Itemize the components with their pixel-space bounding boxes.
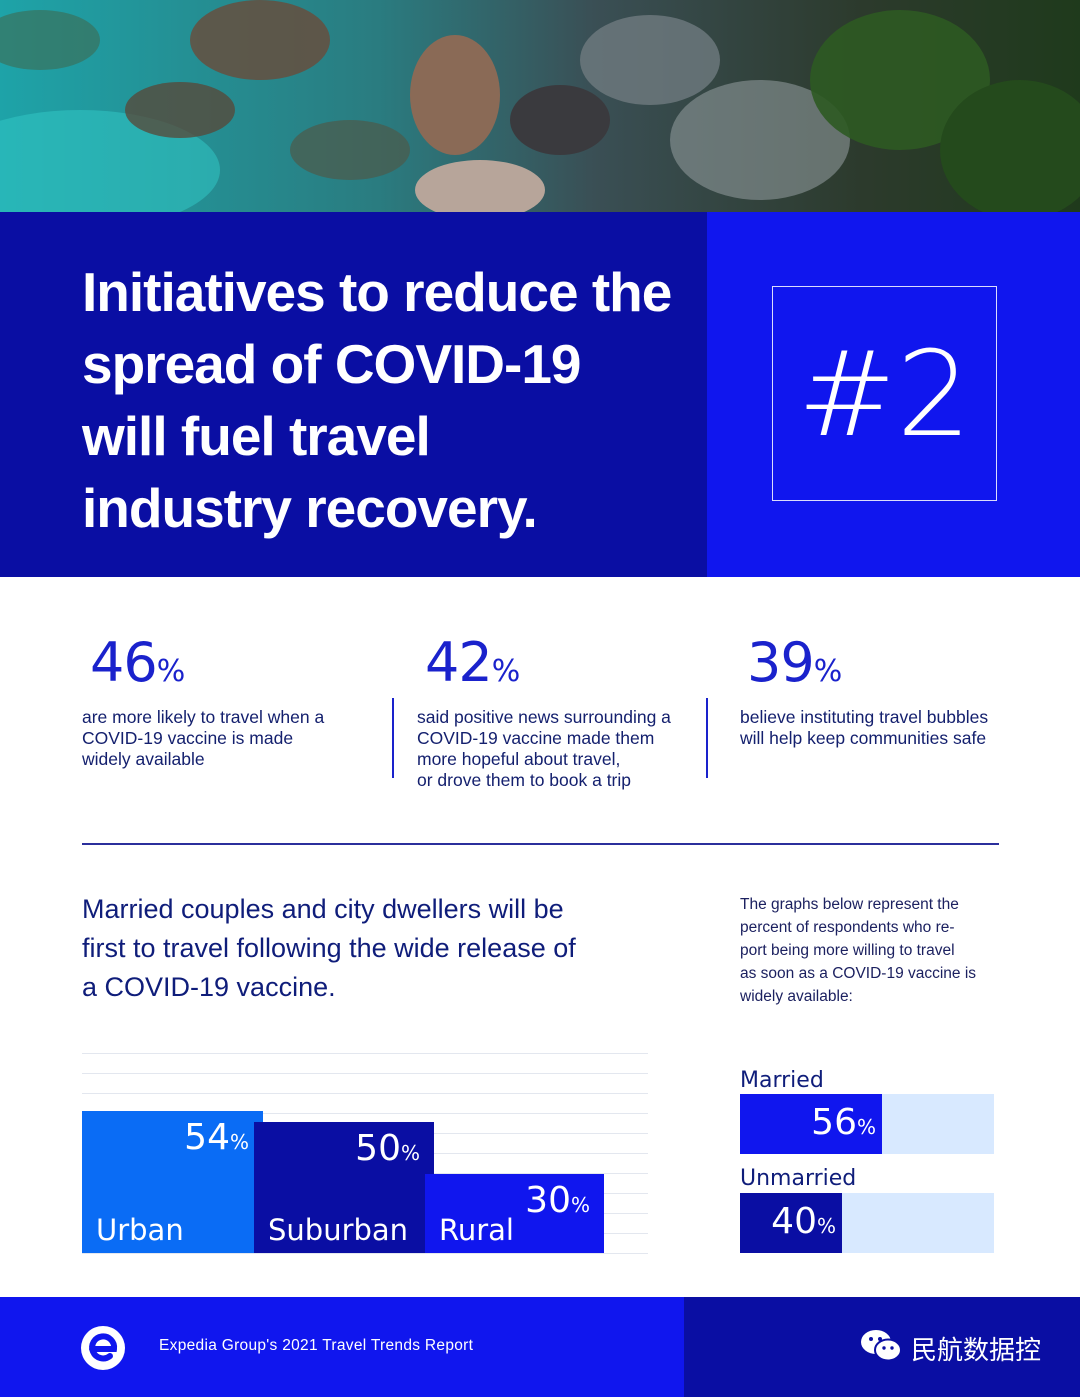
gridline: [82, 1073, 648, 1074]
hbar-value-label: 40%: [771, 1201, 836, 1242]
stat-2: 42% said positive news surrounding a COV…: [417, 631, 671, 791]
section-divider: [82, 843, 999, 845]
gridline: [82, 1093, 648, 1094]
hbar-married: 56%: [740, 1094, 882, 1154]
footer-report-title: Expedia Group's 2021 Travel Trends Repor…: [159, 1337, 474, 1354]
stat-divider: [392, 698, 394, 778]
stat-3: 39% believe instituting travel bubbles w…: [740, 631, 988, 749]
bar-category-label: Urban: [96, 1213, 184, 1247]
bar-suburban: 50% Suburban: [254, 1122, 434, 1253]
hbar-category-label: Unmarried: [740, 1166, 857, 1191]
gridline: [82, 1053, 648, 1054]
wechat-icon: [861, 1330, 902, 1362]
section-subhead: Married couples and city dwellers will b…: [82, 894, 576, 1002]
footer-right: 民航数据控: [684, 1297, 1080, 1397]
bar-urban: 54% Urban: [82, 1111, 263, 1253]
rank-band: #2: [707, 212, 1080, 577]
hbar-category-label: Married: [740, 1068, 824, 1093]
rank-badge: #2: [772, 286, 997, 501]
stat-desc: said positive news surrounding a COVID-1…: [417, 707, 671, 790]
stat-desc: believe instituting travel bubbles will …: [740, 707, 989, 748]
bar-value-label: 30%: [525, 1180, 590, 1221]
hbar-unmarried: 40%: [740, 1193, 842, 1253]
stat-value: 46%: [90, 631, 185, 694]
hbar-track-unmarried: 40%: [740, 1193, 994, 1253]
stat-value: 42%: [425, 631, 520, 694]
footer-left: Expedia Group's 2021 Travel Trends Repor…: [0, 1297, 684, 1397]
wechat-account-label: 民航数据控: [911, 1336, 1042, 1366]
bar-category-label: Rural: [439, 1213, 514, 1247]
bar-value-label: 54%: [184, 1117, 249, 1158]
stat-desc: are more likely to travel when a COVID-1…: [82, 707, 325, 769]
page-title: Initiatives to reduce the spread of COVI…: [82, 261, 672, 539]
stat-1: 46% are more likely to travel when a COV…: [82, 631, 324, 770]
gridline: [82, 1113, 648, 1114]
chart-note: The graphs below represent the percent o…: [740, 896, 977, 1005]
bar-category-label: Suburban: [268, 1213, 409, 1247]
stat-value: 39%: [747, 631, 842, 694]
hero-photo: [0, 0, 1080, 212]
expedia-logo-icon: [81, 1326, 125, 1370]
stat-divider: [706, 698, 708, 778]
gridline: [82, 1253, 648, 1254]
title-band: Initiatives to reduce the spread of COVI…: [0, 212, 707, 577]
hbar-value-label: 56%: [811, 1102, 876, 1143]
hbar-track-married: 56%: [740, 1094, 994, 1154]
bar-rural: 30% Rural: [425, 1174, 604, 1253]
bar-value-label: 50%: [355, 1128, 420, 1169]
